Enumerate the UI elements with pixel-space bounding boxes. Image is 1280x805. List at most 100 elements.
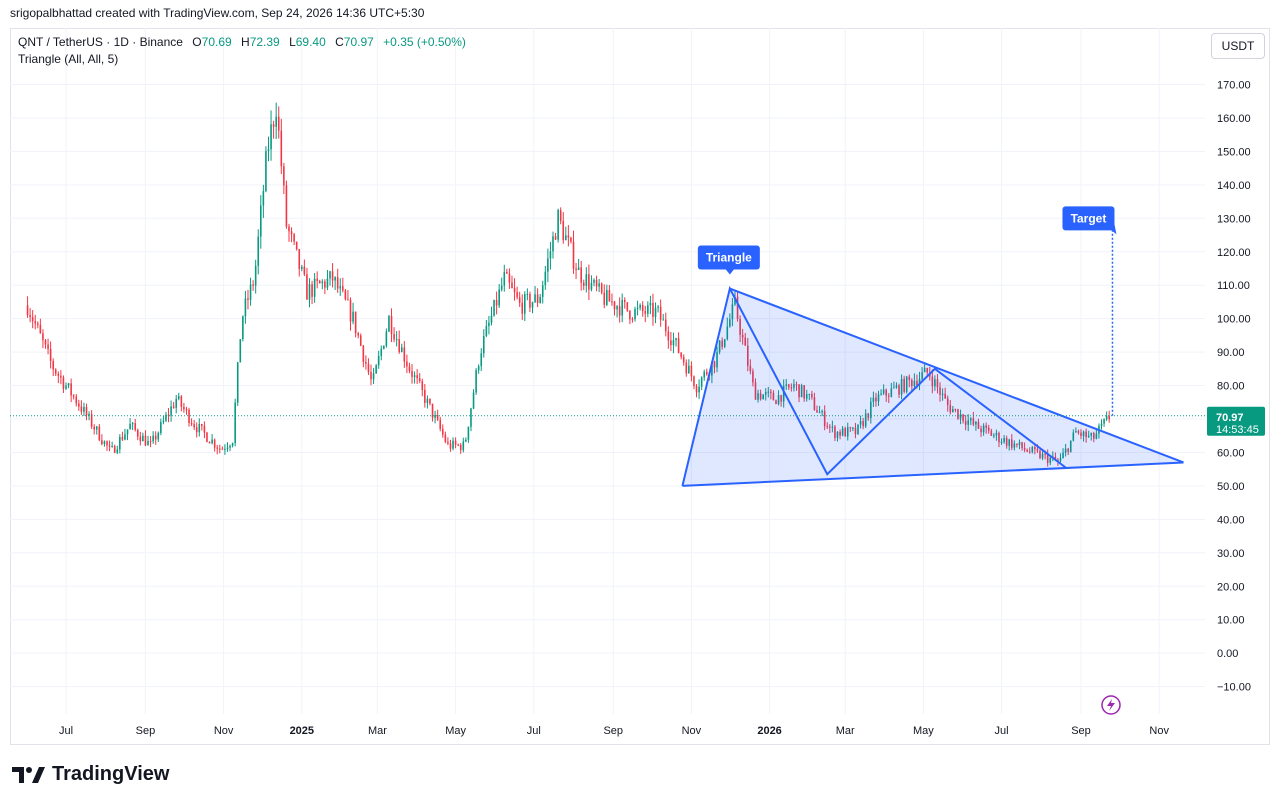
triangle-fill (682, 288, 1184, 486)
candle-body (923, 368, 926, 373)
candle-body (57, 373, 60, 376)
candle-body (275, 116, 277, 127)
candle (177, 392, 180, 401)
candle-body (357, 333, 359, 336)
candle-body (816, 410, 818, 413)
candle (421, 378, 424, 397)
candle-body (162, 420, 165, 423)
candle (616, 304, 618, 318)
candle (198, 418, 201, 437)
candle-body (213, 439, 216, 448)
target-label-box[interactable] (1062, 206, 1115, 231)
candle (313, 272, 316, 303)
candle-body (52, 361, 54, 370)
candle (42, 329, 44, 349)
candle-body (905, 376, 908, 392)
triangle-label-box[interactable] (697, 245, 760, 270)
candle (52, 358, 54, 377)
candle-body (500, 285, 503, 290)
candle (575, 262, 577, 280)
attribution-text: srigopalbhattad created with TradingView… (10, 6, 425, 20)
candle (721, 337, 723, 350)
candle-body (1049, 457, 1052, 463)
candle-body (898, 385, 900, 395)
candle-body (721, 340, 723, 347)
candle-body (131, 423, 134, 425)
candle-body (170, 406, 172, 416)
candle-body (85, 407, 88, 416)
candle-body (1013, 443, 1016, 448)
candle-body (957, 409, 959, 419)
candle (985, 422, 987, 434)
currency-button[interactable]: USDT (1211, 33, 1265, 59)
candle-body (267, 149, 270, 152)
candle (513, 278, 516, 301)
candle-body (557, 210, 559, 240)
candle (506, 268, 508, 274)
candle-body (1005, 438, 1008, 446)
indicator-legend[interactable]: Triangle (All, All, 5) (18, 52, 119, 66)
candle (918, 371, 921, 391)
candle (57, 371, 60, 384)
candle-body (595, 279, 598, 287)
candle (872, 391, 875, 408)
candle-body (926, 368, 929, 373)
candle (206, 431, 208, 443)
candle-body (600, 283, 603, 293)
candle (439, 416, 442, 432)
candle (572, 230, 575, 274)
candle-body (544, 271, 547, 286)
candle-body (365, 361, 367, 364)
candle (962, 413, 964, 424)
candle (395, 331, 398, 347)
candle (982, 423, 985, 436)
candle-body (406, 361, 408, 367)
candle-body (331, 271, 334, 281)
candle (913, 373, 916, 389)
triangle-label[interactable]: Triangle (697, 245, 760, 275)
candle-body (746, 345, 749, 366)
candles-layer (26, 102, 1110, 467)
candle (987, 424, 990, 434)
candle-body (75, 396, 78, 404)
candle-body (78, 403, 80, 407)
candle-body (280, 130, 283, 167)
candle-body (459, 444, 462, 451)
time-tick-label: Nov (682, 725, 702, 737)
candle (90, 410, 93, 429)
candle-body (788, 384, 790, 388)
candle-body (575, 268, 577, 270)
candle-body (895, 385, 898, 388)
lightning-icon[interactable] (1101, 695, 1121, 715)
candle (577, 258, 580, 271)
candle (790, 383, 793, 392)
candle-body (952, 409, 954, 413)
candle (621, 293, 623, 323)
candle (78, 399, 80, 411)
candle-body (659, 306, 662, 320)
price-tick-label: 0.00 (1217, 648, 1238, 660)
candle-body (447, 441, 449, 444)
candle-body (175, 398, 178, 408)
candle (672, 332, 675, 354)
candle (1100, 419, 1103, 430)
candle-body (1077, 431, 1080, 433)
close-value: 70.97 (343, 35, 374, 49)
candle-body (921, 372, 923, 379)
candle (780, 394, 782, 407)
target-marker[interactable]: Target (1062, 206, 1117, 416)
candle (644, 305, 647, 323)
candle (129, 418, 131, 430)
symbol-legend: QNT / TetherUS · 1D · Binance O70.69 H72… (18, 35, 466, 49)
candle-body (939, 387, 941, 395)
candle-body (367, 363, 370, 373)
candle-body (457, 444, 459, 446)
candle (754, 378, 757, 400)
candle-body (403, 347, 406, 362)
candle-body (764, 392, 767, 395)
candle (370, 364, 372, 386)
candle (336, 268, 339, 293)
candle-body (862, 421, 864, 427)
candle-body (124, 434, 126, 440)
